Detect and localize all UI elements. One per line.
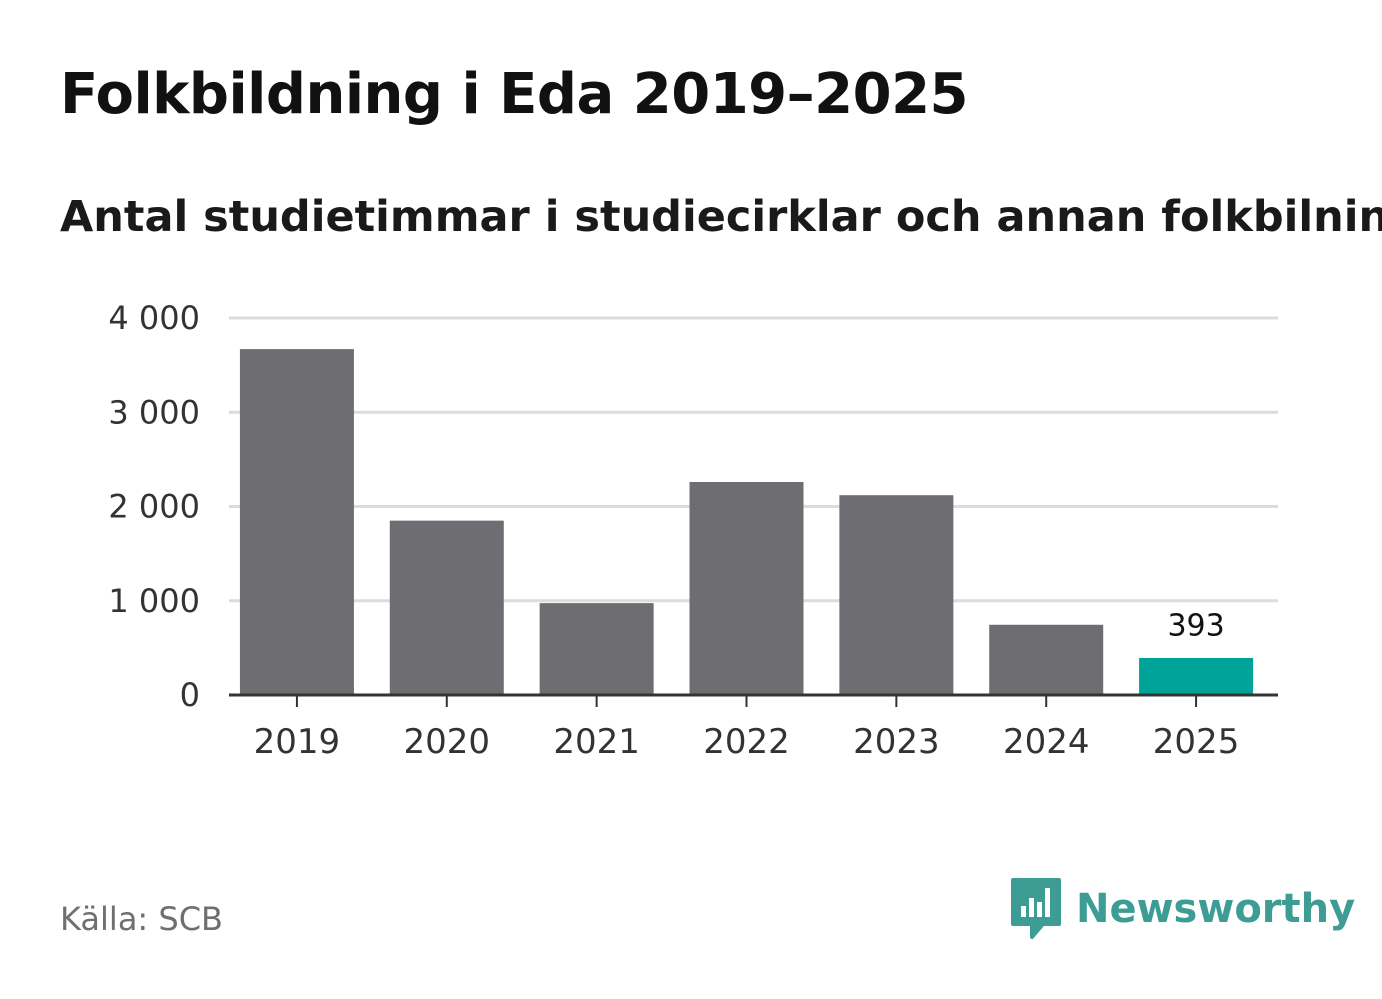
x-tick-label: 2020 <box>404 722 491 762</box>
x-tick-label: 2025 <box>1153 722 1240 762</box>
x-tick-label: 2021 <box>553 722 640 762</box>
x-tick-label: 2024 <box>1003 722 1090 762</box>
bar <box>240 349 354 695</box>
bar <box>989 625 1103 695</box>
bar-chart: 0 1 000 2 000 3 000 4 000 2019 2020 2021 2022 202… <box>0 0 1382 820</box>
newsworthy-logo: Newsworthy <box>1010 876 1355 942</box>
y-tick-label: 1 000 <box>108 582 200 620</box>
data-label: 393 <box>1167 608 1224 643</box>
bar <box>839 495 953 695</box>
y-tick-label: 4 000 <box>108 299 200 337</box>
bar <box>390 521 504 695</box>
x-tick-label: 2022 <box>703 722 790 762</box>
source-note: Källa: SCB <box>60 900 223 938</box>
logo-text: Newsworthy <box>1076 886 1355 932</box>
y-tick-label: 3 000 <box>108 393 200 431</box>
y-tick-label: 2 000 <box>108 488 200 526</box>
x-tick-label: 2023 <box>853 722 940 762</box>
bar <box>1139 658 1253 695</box>
bar <box>690 482 804 695</box>
newsworthy-bar-chart-icon <box>1010 877 1062 941</box>
y-tick-label: 0 <box>180 676 200 714</box>
x-tick-label: 2019 <box>254 722 341 762</box>
bar <box>540 603 654 695</box>
